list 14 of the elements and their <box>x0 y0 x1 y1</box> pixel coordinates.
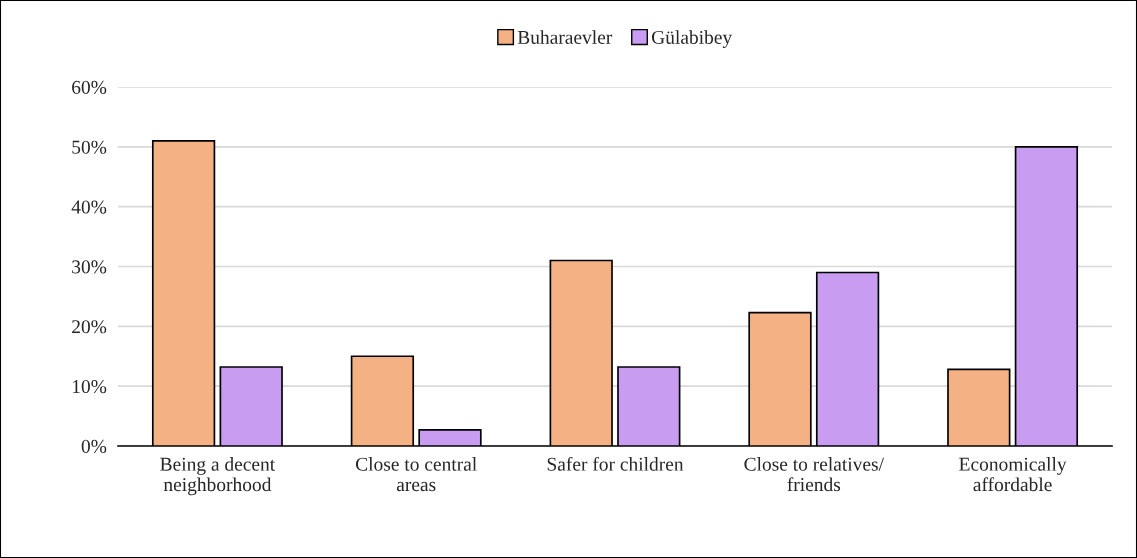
y-tick-label: 60% <box>72 80 107 94</box>
x-tick-label: Being a decent neighborhood <box>160 457 276 496</box>
y-tick-label: 0% <box>81 439 107 453</box>
x-tick-label: Safer for children <box>547 456 684 471</box>
legend-label: Gülabibey <box>651 30 733 48</box>
x-tick-label: Close to relatives/ friends <box>744 457 884 492</box>
x-tick-label: Close to central areas <box>355 457 477 492</box>
legend-label: Buharaevler <box>517 30 613 44</box>
y-tick-label: 30% <box>72 260 107 274</box>
y-tick-label: 40% <box>71 200 107 214</box>
y-tick-label: 50% <box>72 140 107 154</box>
x-tick-label: Economically affordable <box>959 457 1067 492</box>
y-tick-label: 10% <box>72 379 107 394</box>
y-tick-label: 20% <box>72 320 107 334</box>
